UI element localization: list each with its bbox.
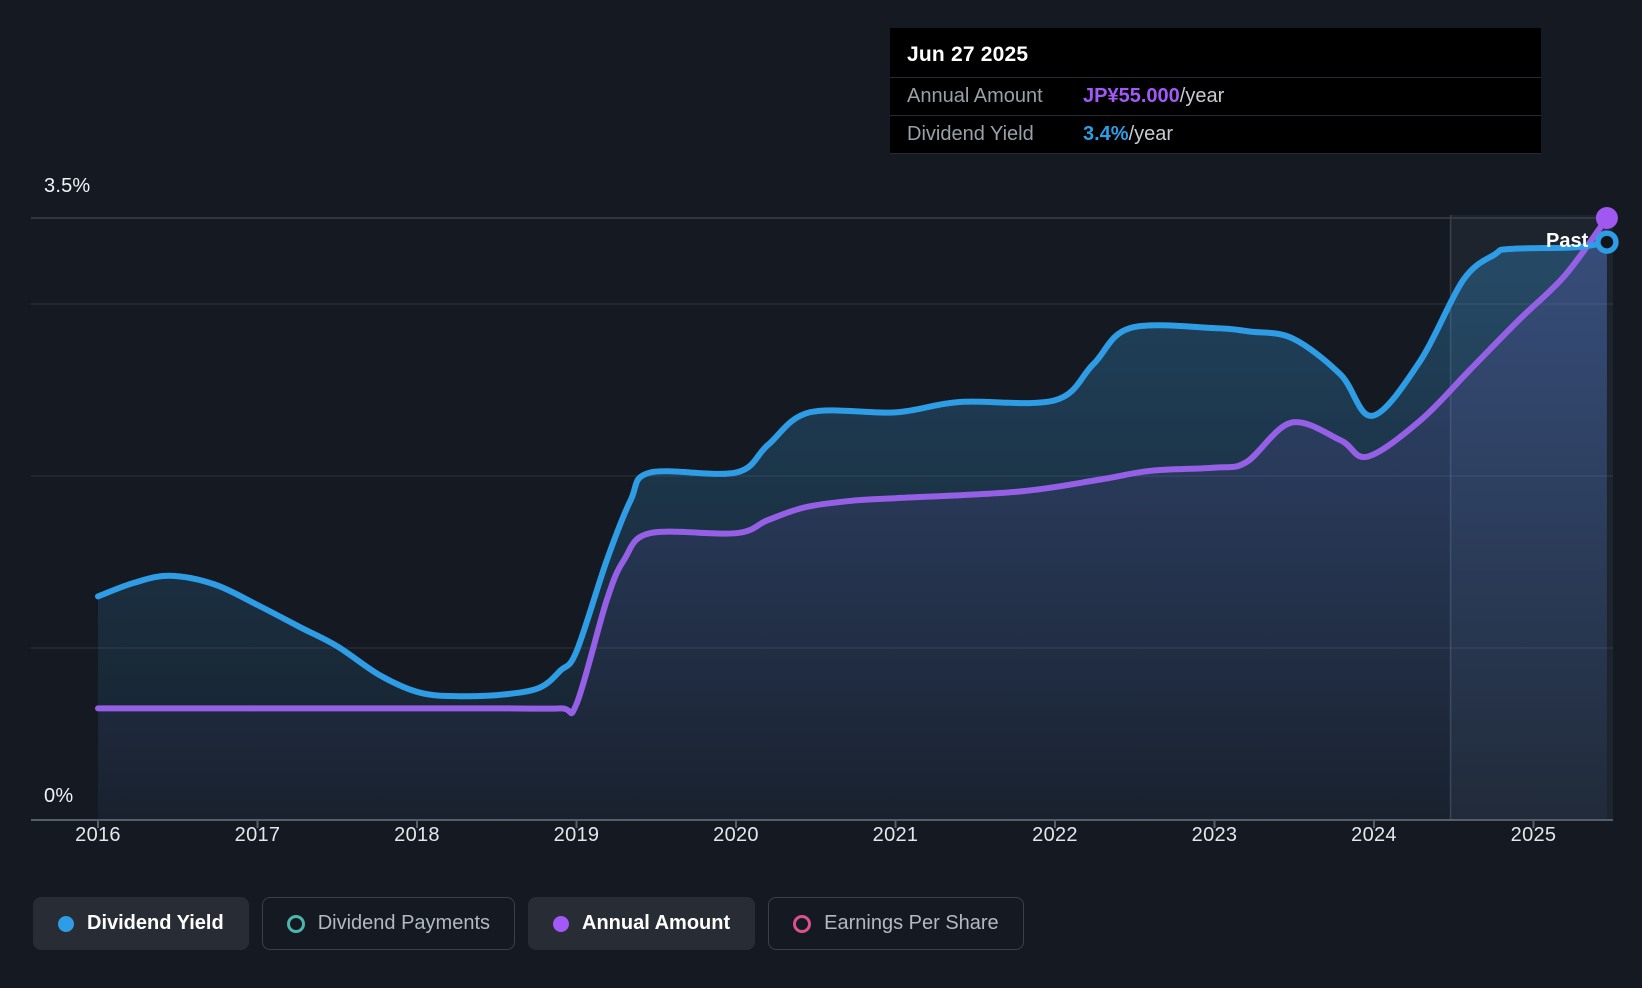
legend-button-annual-amount[interactable]: Annual Amount [528, 897, 756, 950]
earnings-per-share-swatch-icon [793, 914, 812, 933]
legend-button-earnings-per-share[interactable]: Earnings Per Share [768, 897, 1024, 950]
annual-amount-end-marker [1595, 207, 1618, 229]
x-tick-label-2020: 2020 [713, 824, 759, 846]
x-tick-label-2025: 2025 [1510, 824, 1557, 846]
tooltip-label: Annual Amount [907, 85, 1043, 107]
tooltip-row-dividend-yield: Dividend Yield 3.4% /year [890, 115, 1541, 154]
x-tick-label-2016: 2016 [75, 824, 121, 846]
tooltip-row-annual-amount: Annual Amount JP¥55.000 /year [890, 77, 1541, 115]
legend-button-dividend-payments[interactable]: Dividend Payments [261, 897, 516, 950]
dividend-yield-end-marker [1595, 230, 1619, 254]
legend-label: Annual Amount [582, 912, 731, 934]
tooltip-label: Dividend Yield [907, 123, 1034, 145]
dividend-yield-swatch-icon [58, 915, 74, 932]
legend-label: Earnings Per Share [824, 912, 999, 934]
y-axis-max-label: 3.5% [44, 175, 91, 197]
legend: Dividend Yield Dividend Payments Annual Am… [33, 897, 1024, 950]
tooltip-suffix: /year [1128, 123, 1174, 145]
x-tick-label-2018: 2018 [394, 824, 440, 846]
x-tick-label-2022: 2022 [1032, 824, 1078, 846]
tooltip-value: JP¥55.000 [1083, 85, 1180, 107]
dividend-payments-swatch-icon [286, 914, 305, 933]
x-tick-label-2017: 2017 [234, 824, 281, 846]
annual-amount-swatch-icon [553, 915, 570, 932]
past-label: Past [1546, 230, 1589, 252]
legend-label: Dividend Yield [87, 912, 224, 934]
x-tick-label-2024: 2024 [1351, 824, 1397, 846]
legend-label: Dividend Payments [317, 912, 491, 934]
x-tick-label-2019: 2019 [553, 824, 600, 846]
x-tick-label-2021: 2021 [872, 824, 919, 846]
tooltip-value: 3.4% [1083, 123, 1129, 145]
tooltip-date: Jun 27 2025 [907, 43, 1029, 66]
y-axis-zero-label: 0% [44, 785, 74, 807]
hover-tooltip: Jun 27 2025 Annual Amount JP¥55.000 /yea… [890, 28, 1541, 154]
legend-button-dividend-yield[interactable]: Dividend Yield [33, 897, 249, 950]
tooltip-suffix: /year [1179, 85, 1225, 107]
x-tick-label-2023: 2023 [1191, 824, 1238, 846]
